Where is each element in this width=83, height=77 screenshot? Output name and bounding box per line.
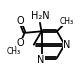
Text: H₂N: H₂N [31, 11, 50, 21]
Text: CH₃: CH₃ [60, 17, 74, 26]
Text: O: O [16, 16, 24, 26]
Text: O: O [16, 38, 24, 48]
Text: N: N [37, 55, 44, 65]
Text: N: N [63, 40, 70, 50]
Text: CH₃: CH₃ [7, 47, 21, 56]
